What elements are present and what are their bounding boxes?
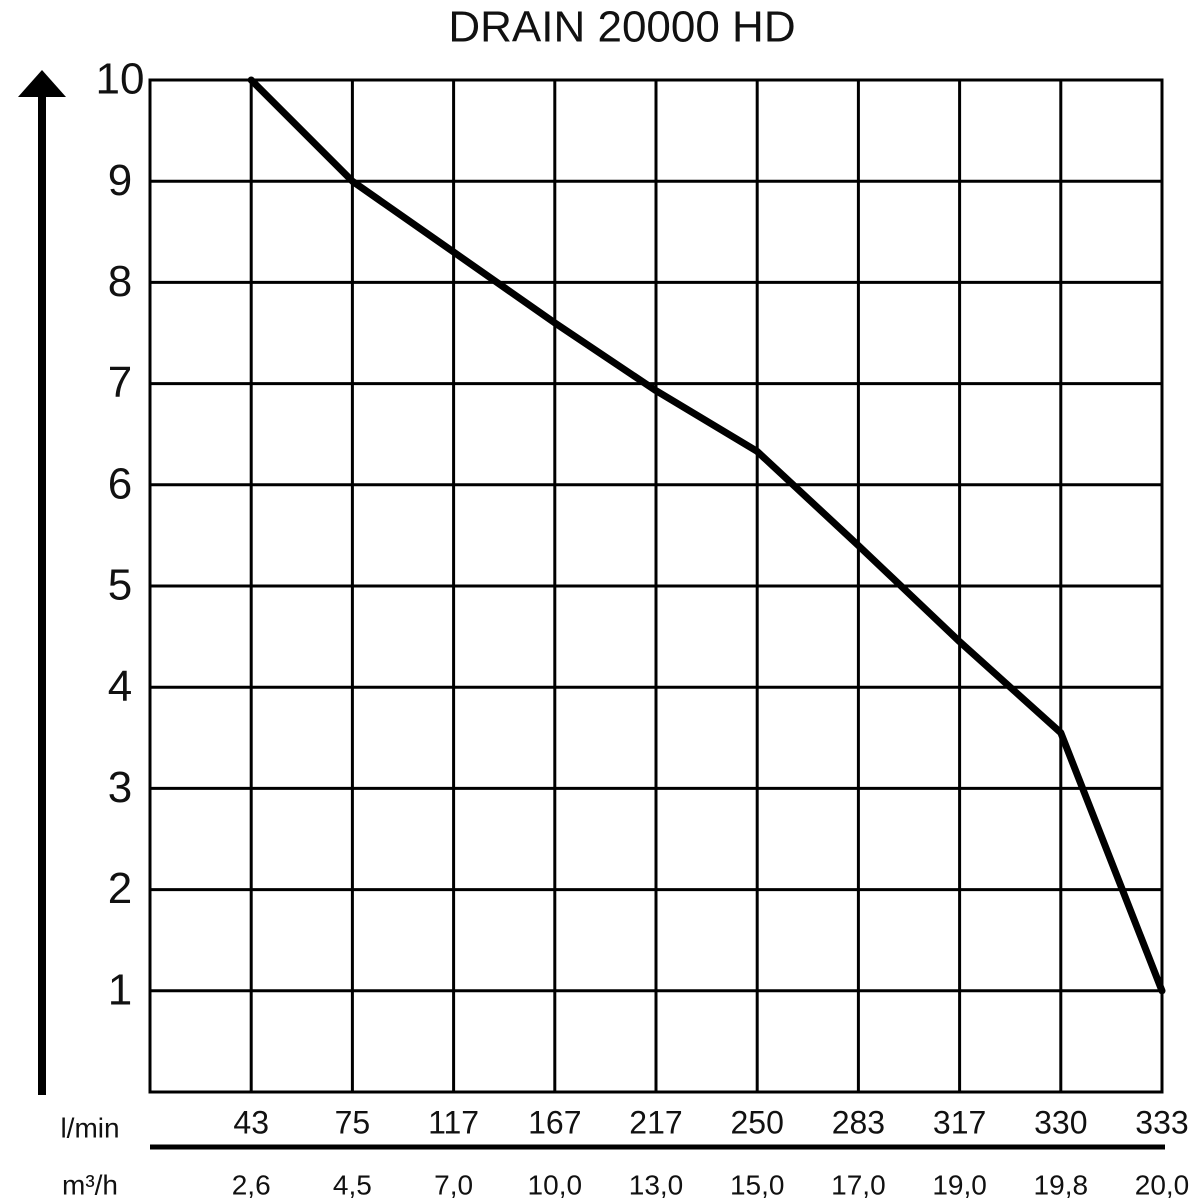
x2-tick-label: 19,8	[1034, 1169, 1089, 1200]
x2-tick-label: 10,0	[528, 1169, 583, 1200]
x2-tick-label: 4,5	[333, 1169, 372, 1200]
y-tick-label: 9	[108, 156, 132, 205]
x-tick-label: 333	[1135, 1104, 1188, 1140]
x-tick-label: 43	[233, 1104, 269, 1140]
x-tick-label: 75	[335, 1104, 371, 1140]
y-tick-label: 1	[108, 965, 132, 1014]
x-tick-label: 250	[731, 1104, 784, 1140]
x2-tick-label: 2,6	[232, 1169, 271, 1200]
y-tick-label: 3	[108, 763, 132, 812]
x2-tick-label: 20,0	[1135, 1169, 1190, 1200]
x-axis-label: l/min	[60, 1112, 119, 1143]
y-tick-label: 2	[108, 864, 132, 913]
y-tick-label: 4	[108, 662, 132, 711]
x2-tick-label: 7,0	[434, 1169, 473, 1200]
chart-title: DRAIN 20000 HD	[448, 3, 795, 52]
x2-tick-label: 17,0	[831, 1169, 886, 1200]
x-tick-label: 330	[1034, 1104, 1087, 1140]
y-tick-label: 10	[96, 55, 145, 104]
x2-tick-label: 15,0	[730, 1169, 785, 1200]
x-tick-label: 283	[832, 1104, 885, 1140]
y-axis-arrowhead	[18, 70, 66, 97]
y-tick-label: 7	[108, 358, 132, 407]
x-tick-label: 167	[528, 1104, 581, 1140]
x-tick-label: 117	[428, 1104, 479, 1140]
y-tick-label: 5	[108, 561, 132, 610]
x2-axis-label: m³/h	[62, 1169, 118, 1200]
x-tick-label: 317	[933, 1104, 986, 1140]
y-tick-label: 6	[108, 459, 132, 508]
x-tick-label: 217	[629, 1104, 682, 1140]
x2-tick-label: 13,0	[629, 1169, 684, 1200]
curve	[247, 76, 1166, 995]
x2-tick-label: 19,0	[932, 1169, 987, 1200]
y-tick-label: 8	[108, 257, 132, 306]
